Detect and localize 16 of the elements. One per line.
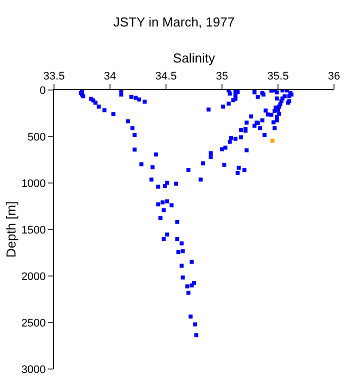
y-tick-label: 2500: [21, 317, 46, 330]
x-axis-title: Salinity: [173, 50, 216, 66]
y-tick-label: 1000: [21, 178, 46, 190]
x-tick-label: 35.5: [267, 70, 289, 83]
chart-title: JSTY in March, 1977: [113, 14, 235, 30]
x-tick-label: 33.5: [43, 70, 65, 83]
y-tick-label: 1500: [21, 224, 46, 236]
y-axis-title: Depth [m]: [3, 201, 18, 258]
x-tick-label: 34.5: [155, 70, 177, 83]
x-tick-label: 34: [104, 70, 116, 83]
y-tick-label: 500: [27, 131, 46, 144]
x-tick-label: 35: [216, 70, 228, 83]
y-tick-label: 0: [40, 84, 46, 97]
y-tick-label: 2000: [21, 270, 46, 283]
x-tick-label: 36: [328, 70, 340, 83]
y-tick-label: 3000: [21, 364, 46, 376]
